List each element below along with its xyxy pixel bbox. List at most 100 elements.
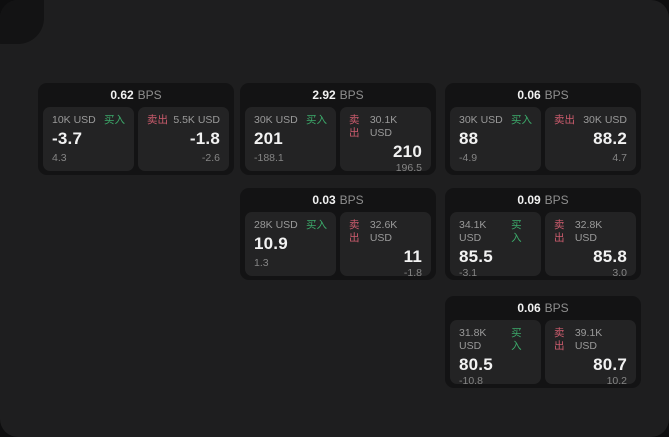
buy-delta: -4.9 [459,152,478,164]
sell-notional: 30K USD [583,114,627,126]
sell-price: -1.8 [189,129,220,148]
bps-unit-label: BPS [137,88,162,102]
bps-value: 0.03 [312,193,336,207]
sell-delta: -1.8 [403,267,422,279]
sell-panel-top: 卖出 5.5K USD [147,114,220,127]
buy-delta: 4.3 [52,152,67,164]
buy-panel[interactable]: 28K USD 买入 10.9 1.3 [245,212,336,276]
buy-notional: 30K USD [254,114,298,126]
buy-side-label: 买入 [511,114,532,126]
bps-value: 0.62 [110,88,134,102]
bps-unit-label: BPS [544,193,569,207]
bps-value: 2.92 [312,88,336,102]
sell-side-label: 卖出 [349,219,360,244]
bps-header: 0.06 BPS [445,83,641,107]
buy-price: 201 [254,129,283,148]
sell-price: 88.2 [593,129,627,148]
sell-panel[interactable]: 卖出 32.8K USD 85.8 3.0 [545,212,636,279]
sell-side-label: 卖出 [554,219,565,244]
quote-card: 0.09 BPS 34.1K USD 买入 85.5 -3.1 卖出 32.8K… [445,188,641,280]
quote-card: 0.62 BPS 10K USD 买入 -3.7 4.3 卖出 5.5K USD… [38,83,234,175]
buy-price: 10.9 [254,234,288,253]
sell-delta: 196.5 [395,162,422,174]
buy-panel-top: 10K USD 买入 [52,114,125,127]
buy-notional: 31.8K USD [459,327,487,352]
buy-panel-top: 30K USD 买入 [459,114,532,127]
buy-notional: 30K USD [459,114,503,126]
sell-price: 80.7 [593,355,627,374]
sell-panel-top: 卖出 32.8K USD [554,219,627,245]
sell-delta: -2.6 [201,152,220,164]
sell-panel[interactable]: 卖出 30.1K USD 210 196.5 [340,107,431,174]
buy-panel[interactable]: 31.8K USD 买入 80.5 -10.8 [450,320,541,387]
sell-side-label: 卖出 [554,114,575,126]
quote-card: 2.92 BPS 30K USD 买入 201 -188.1 卖出 30.1K … [240,83,436,175]
buy-panel[interactable]: 10K USD 买入 -3.7 4.3 [43,107,134,171]
buy-sell-panels: 28K USD 买入 10.9 1.3 卖出 32.6K USD 11 -1.8 [240,212,436,279]
sell-price: 210 [393,142,422,161]
sell-price: 11 [403,247,422,266]
buy-side-label: 买入 [104,114,125,126]
bps-header: 0.03 BPS [240,188,436,212]
buy-panel-top: 28K USD 买入 [254,219,327,232]
buy-delta: -10.8 [459,375,483,387]
bps-value: 0.09 [517,193,541,207]
buy-panel-top: 31.8K USD 买入 [459,327,532,353]
sell-delta: 3.0 [612,267,627,279]
buy-panel[interactable]: 30K USD 买入 201 -188.1 [245,107,336,171]
buy-notional: 10K USD [52,114,96,126]
buy-sell-panels: 30K USD 买入 201 -188.1 卖出 30.1K USD 210 1… [240,107,436,174]
buy-sell-panels: 34.1K USD 买入 85.5 -3.1 卖出 32.8K USD 85.8… [445,212,641,279]
buy-panel-top: 34.1K USD 买入 [459,219,532,245]
sell-side-label: 卖出 [147,114,168,126]
buy-side-label: 买入 [306,114,327,126]
buy-side-label: 买入 [511,219,522,244]
buy-sell-panels: 31.8K USD 买入 80.5 -10.8 卖出 39.1K USD 80.… [445,320,641,387]
buy-panel[interactable]: 30K USD 买入 88 -4.9 [450,107,541,171]
buy-notional: 34.1K USD [459,219,487,244]
buy-delta: -188.1 [254,152,284,164]
bps-unit-label: BPS [544,301,569,315]
bps-value: 0.06 [517,301,541,315]
bps-header: 0.06 BPS [445,296,641,320]
sell-panel-top: 卖出 30.1K USD [349,114,422,140]
buy-side-label: 买入 [511,327,522,352]
buy-delta: 1.3 [254,257,269,269]
clipped-card-corner [0,0,44,44]
quote-card: 0.06 BPS 30K USD 买入 88 -4.9 卖出 30K USD 8… [445,83,641,175]
bps-header: 0.62 BPS [38,83,234,107]
sell-panel[interactable]: 卖出 32.6K USD 11 -1.8 [340,212,431,279]
sell-panel-top: 卖出 39.1K USD [554,327,627,353]
buy-delta: -3.1 [459,267,478,279]
buy-price: 80.5 [459,355,493,374]
sell-side-label: 卖出 [349,114,360,139]
sell-price: 85.8 [593,247,627,266]
sell-notional: 32.6K USD [369,219,398,244]
sell-notional: 32.8K USD [574,219,603,244]
bps-unit-label: BPS [544,88,569,102]
sell-panel[interactable]: 卖出 30K USD 88.2 4.7 [545,107,636,171]
sell-notional: 30.1K USD [369,114,398,139]
buy-price: 85.5 [459,247,493,266]
sell-side-label: 卖出 [554,327,565,352]
sell-delta: 4.7 [612,152,627,164]
sell-notional: 39.1K USD [574,327,603,352]
buy-side-label: 买入 [306,219,327,231]
sell-panel[interactable]: 卖出 5.5K USD -1.8 -2.6 [138,107,229,171]
bps-header: 0.09 BPS [445,188,641,212]
buy-panel[interactable]: 34.1K USD 买入 85.5 -3.1 [450,212,541,279]
quote-card: 0.03 BPS 28K USD 买入 10.9 1.3 卖出 32.6K US… [240,188,436,280]
buy-price: -3.7 [52,129,83,148]
bps-unit-label: BPS [339,88,364,102]
buy-price: 88 [459,129,479,148]
buy-sell-panels: 30K USD 买入 88 -4.9 卖出 30K USD 88.2 4.7 [445,107,641,171]
sell-panel-top: 卖出 32.6K USD [349,219,422,245]
buy-panel-top: 30K USD 买入 [254,114,327,127]
buy-sell-panels: 10K USD 买入 -3.7 4.3 卖出 5.5K USD -1.8 -2.… [38,107,234,171]
bps-unit-label: BPS [339,193,364,207]
sell-notional: 5.5K USD [173,114,220,126]
bps-value: 0.06 [517,88,541,102]
sell-panel[interactable]: 卖出 39.1K USD 80.7 10.2 [545,320,636,387]
sell-panel-top: 卖出 30K USD [554,114,627,127]
